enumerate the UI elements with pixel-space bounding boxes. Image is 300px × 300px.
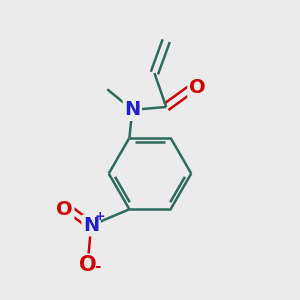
- Text: N: N: [83, 216, 99, 235]
- Text: +: +: [94, 210, 105, 223]
- Text: O: O: [80, 255, 97, 275]
- Text: N: N: [124, 100, 140, 119]
- Text: O: O: [189, 78, 206, 97]
- Text: -: -: [94, 259, 101, 274]
- Text: O: O: [56, 200, 73, 219]
